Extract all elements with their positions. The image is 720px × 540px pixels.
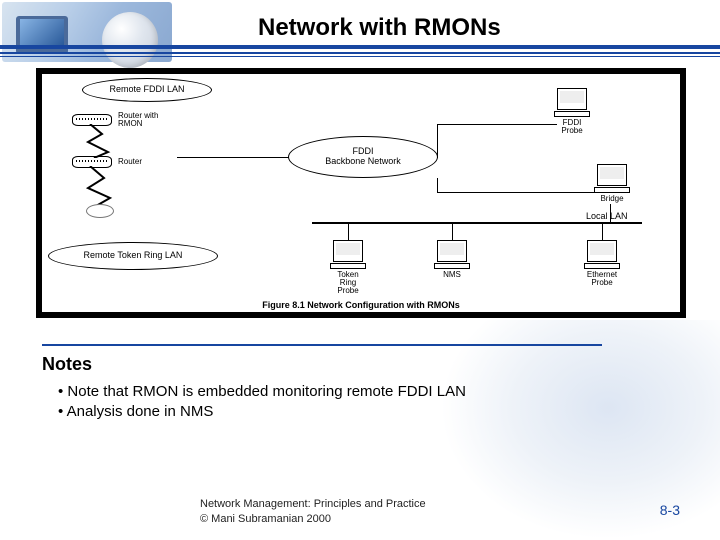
- diagram-canvas: Remote FDDI LAN Router with RMON Router …: [42, 74, 680, 312]
- link-line: [437, 124, 557, 125]
- page-number: 8-3: [660, 502, 680, 518]
- cloud-label: FDDI Backbone Network: [325, 147, 401, 167]
- bridge-icon: Bridge: [594, 164, 630, 203]
- link-zig-1: [86, 124, 116, 158]
- footer-line-2: © Mani Subramanian 2000: [200, 512, 426, 526]
- cloud-remote-token: Remote Token Ring LAN: [48, 242, 218, 270]
- router-label: Router: [118, 158, 142, 166]
- cloud-backbone: FDDI Backbone Network: [288, 136, 438, 178]
- page-title: Network with RMONs: [258, 14, 501, 42]
- device-label: Bridge: [594, 195, 630, 203]
- link-zig-2: [86, 166, 116, 206]
- device-label: Token Ring Probe: [330, 271, 366, 295]
- link-drop: [452, 222, 453, 240]
- header-rule-2: [0, 52, 720, 54]
- notes-heading: Notes: [42, 354, 92, 375]
- local-lan-bus: [312, 222, 642, 224]
- notes-body: • Note that RMON is embedded monitoring …: [58, 382, 618, 423]
- footer-line-1: Network Management: Principles and Pract…: [200, 497, 426, 511]
- device-label: NMS: [434, 271, 470, 279]
- note-bullet: • Analysis done in NMS: [58, 402, 618, 422]
- mouse-icon: [102, 12, 158, 68]
- note-text: Note that RMON is embedded monitoring re…: [67, 383, 466, 400]
- header-rule-1: [0, 45, 720, 49]
- local-lan-label: Local LAN: [586, 212, 628, 221]
- nms-icon: NMS: [434, 240, 470, 279]
- note-bullet: • Note that RMON is embedded monitoring …: [58, 382, 618, 402]
- figure-caption: Figure 8.1 Network Configuration with RM…: [42, 300, 680, 310]
- device-label: Ethernet Probe: [584, 271, 620, 287]
- cloud-remote-fddi: Remote FDDI LAN: [82, 78, 212, 102]
- link-drop: [348, 222, 349, 240]
- footer-text: Network Management: Principles and Pract…: [200, 497, 426, 526]
- cloud-label: Remote FDDI LAN: [109, 85, 184, 95]
- link-line: [610, 204, 611, 222]
- token-ring-probe-icon: Token Ring Probe: [330, 240, 366, 295]
- fddi-probe-icon: FDDI Probe: [554, 88, 590, 135]
- router-rmon-label: Router with RMON: [118, 112, 178, 128]
- diagram-frame: Remote FDDI LAN Router with RMON Router …: [36, 68, 686, 318]
- link-line: [437, 178, 438, 192]
- header-rule-3: [0, 56, 720, 57]
- device-label: FDDI Probe: [554, 119, 590, 135]
- link-line: [437, 124, 438, 158]
- link-drop: [602, 222, 603, 240]
- section-divider: [42, 344, 602, 346]
- token-ring-small-icon: [86, 204, 114, 218]
- ethernet-probe-icon: Ethernet Probe: [584, 240, 620, 287]
- note-text: Analysis done in NMS: [67, 403, 214, 420]
- link-line: [177, 157, 289, 158]
- cloud-label: Remote Token Ring LAN: [84, 251, 183, 261]
- link-line: [437, 192, 609, 193]
